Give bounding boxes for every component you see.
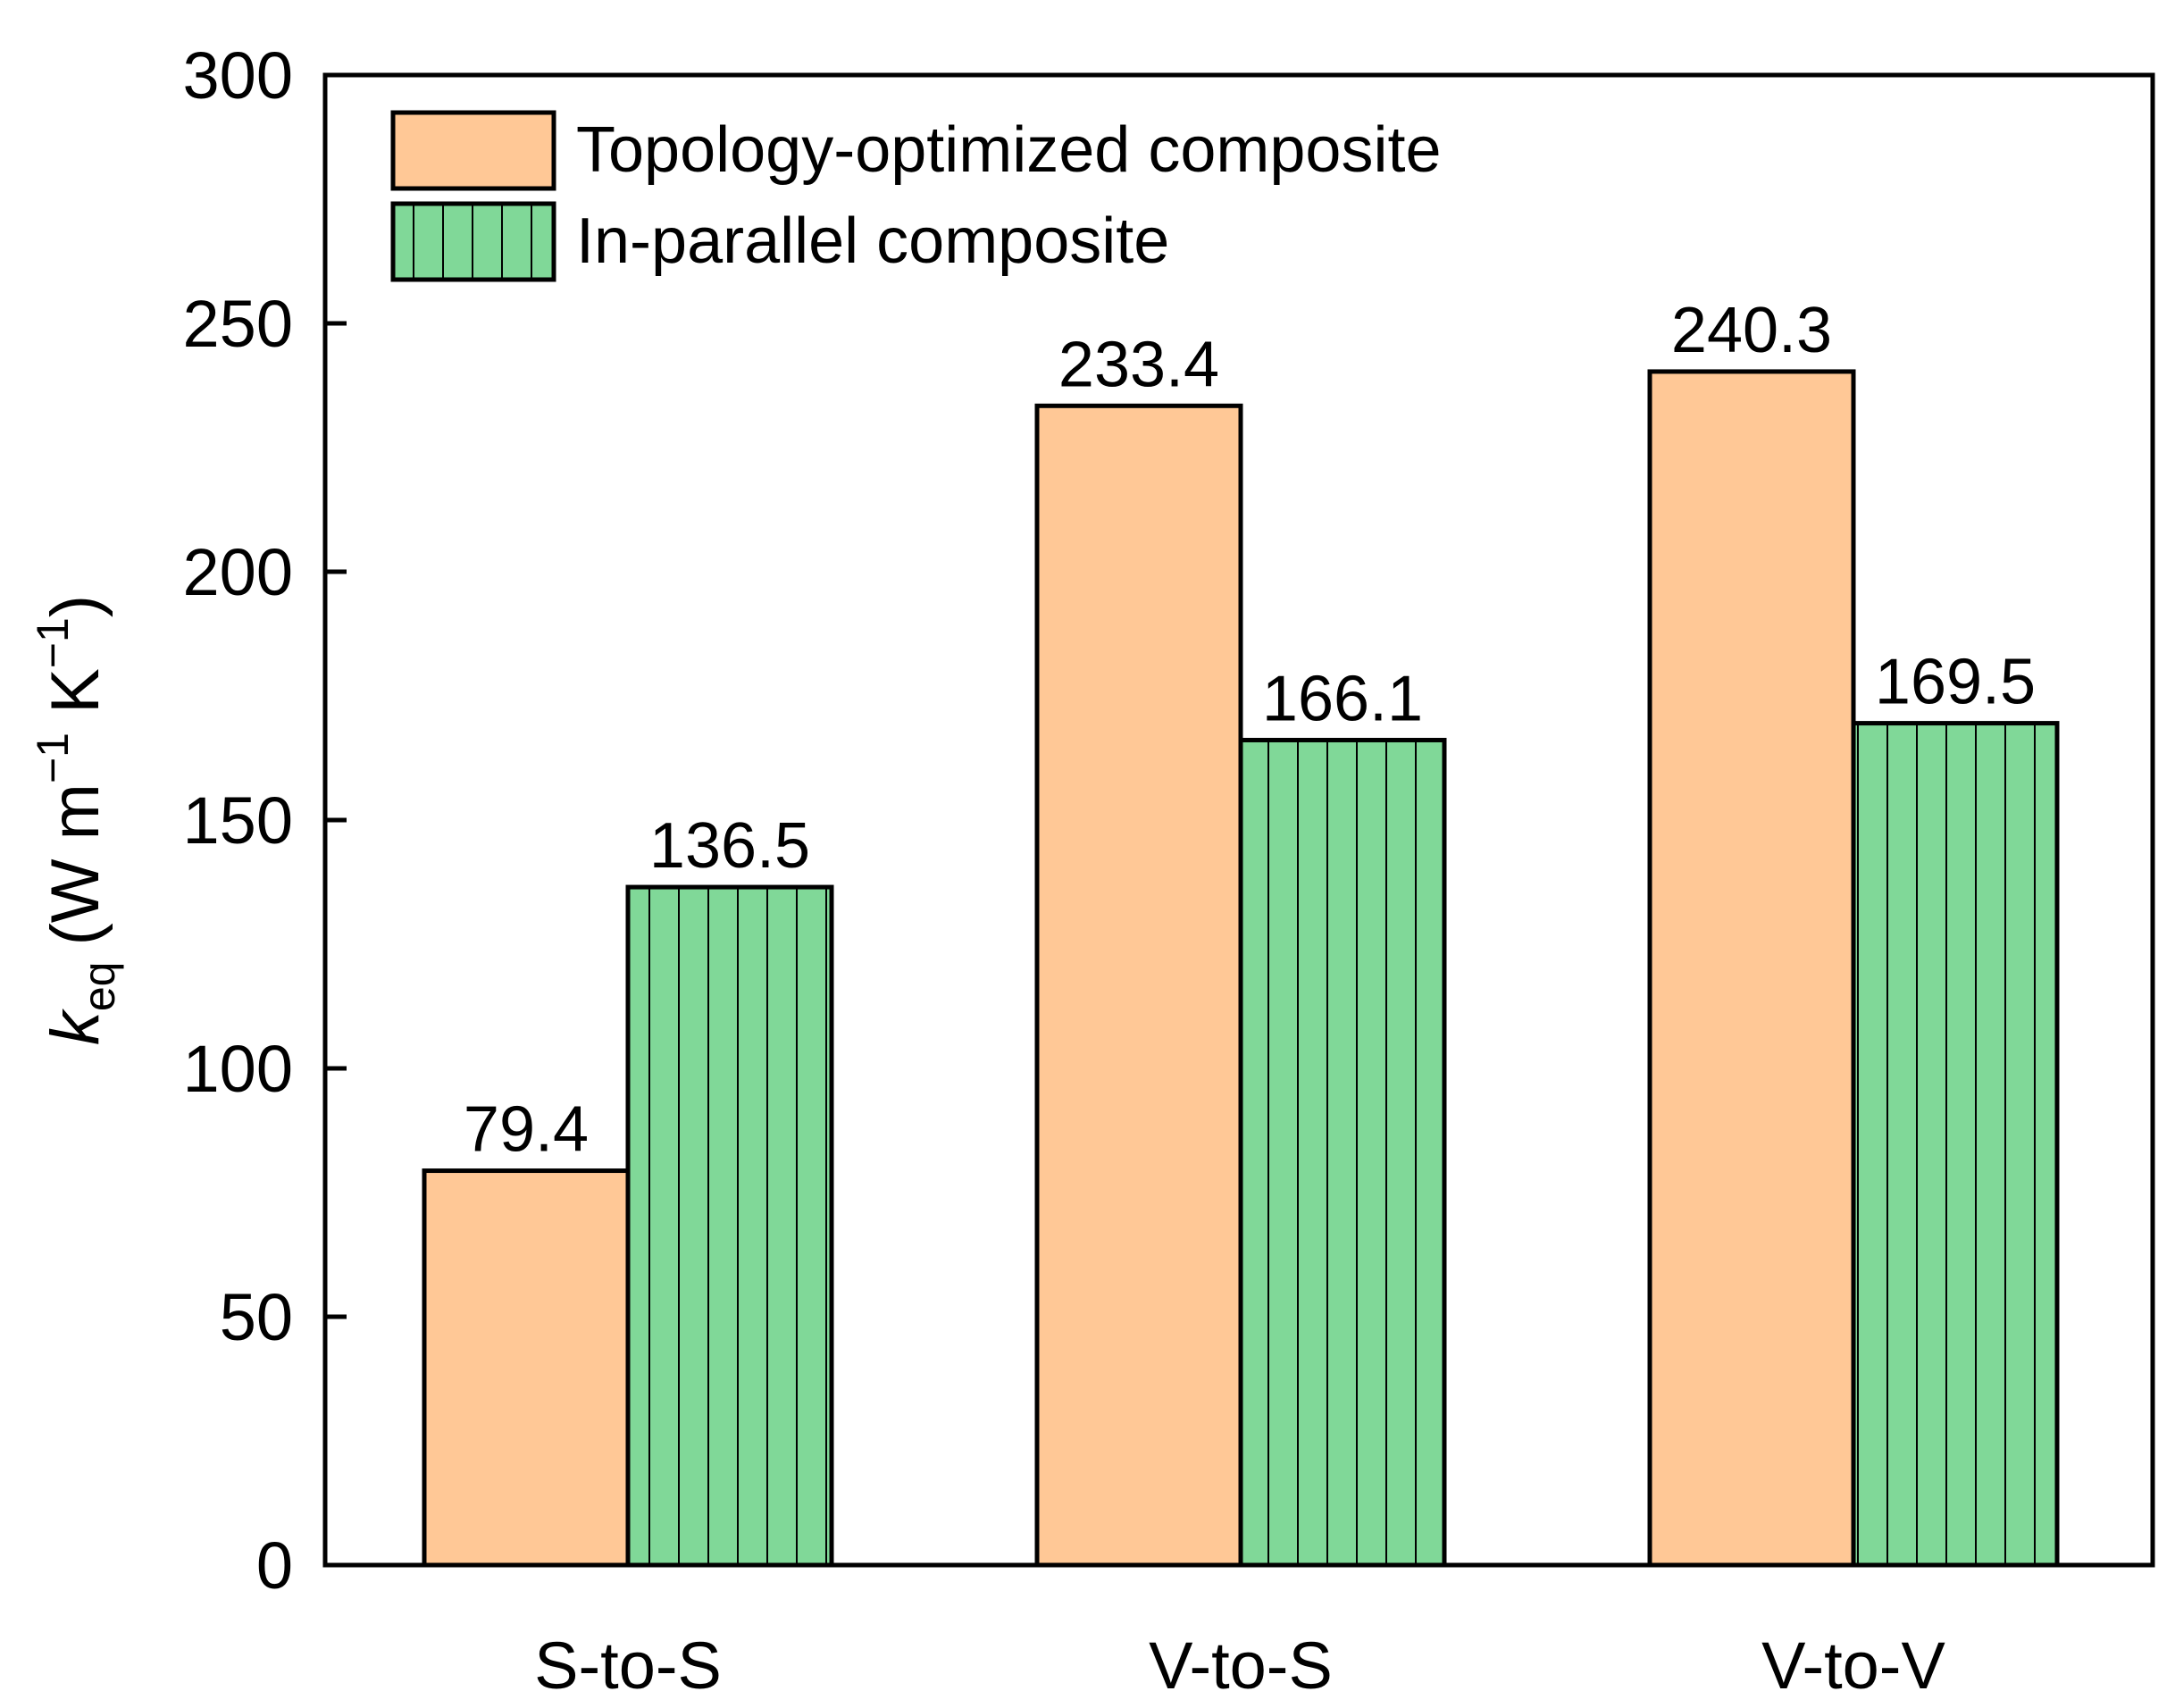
data-label: 240.3 [1671,295,1832,366]
y-tick-label: 200 [183,535,293,609]
y-label-units: (W m [38,783,113,945]
y-tick-label: 300 [183,38,293,113]
bar-parallel-v-to-s [1238,737,1447,1568]
bar-parallel-s-to-s [625,884,834,1568]
legend-swatch-parallel [390,201,556,282]
y-tick-label: 100 [183,1032,293,1106]
y-label-close: ) [38,595,113,617]
y-tick-label: 150 [183,783,293,858]
data-label: 166.1 [1262,663,1423,734]
x-label-group: S-to-S V-to-S V-to-V [534,1628,1945,1703]
x-category-label: V-to-S [1149,1628,1333,1703]
y-label-exp1: −1 [28,733,78,783]
y-label-subscript: eq [74,962,124,1012]
legend-label-parallel: In-parallel composite [576,205,1169,277]
x-category-label: S-to-S [534,1628,722,1703]
data-label: 169.5 [1875,647,2036,718]
data-label-group: 79.4 136.5 233.4 166.1 240.3 169.5 [464,295,2036,1166]
bar-topology-v-to-v [1647,369,1856,1568]
y-tick-label: 0 [256,1528,293,1603]
y-axis-label: keq(W m−1 K−1) [28,595,124,1045]
y-label-exp2: −1 [28,617,78,668]
data-label: 79.4 [464,1094,589,1166]
y-tick-label: 50 [220,1280,293,1354]
y-tick-label: 250 [183,287,293,361]
legend-swatch-topology [390,110,556,191]
legend-label-topology: Topology-optimized composite [576,114,1441,186]
data-label: 233.4 [1058,329,1219,400]
bar-topology-v-to-s [1034,403,1243,1568]
y-label-unit2: K [38,668,113,733]
y-label-symbol: k [38,1008,113,1045]
bar-group [422,369,2060,1568]
bar-topology-s-to-s [422,1168,631,1568]
legend: Topology-optimized composite In-parallel… [390,110,1441,282]
bar-parallel-v-to-v [1851,721,2060,1568]
x-category-label: V-to-V [1761,1628,1945,1703]
data-label: 136.5 [649,810,810,882]
y-tick-group: 0 50 100 150 200 250 300 [183,38,347,1603]
